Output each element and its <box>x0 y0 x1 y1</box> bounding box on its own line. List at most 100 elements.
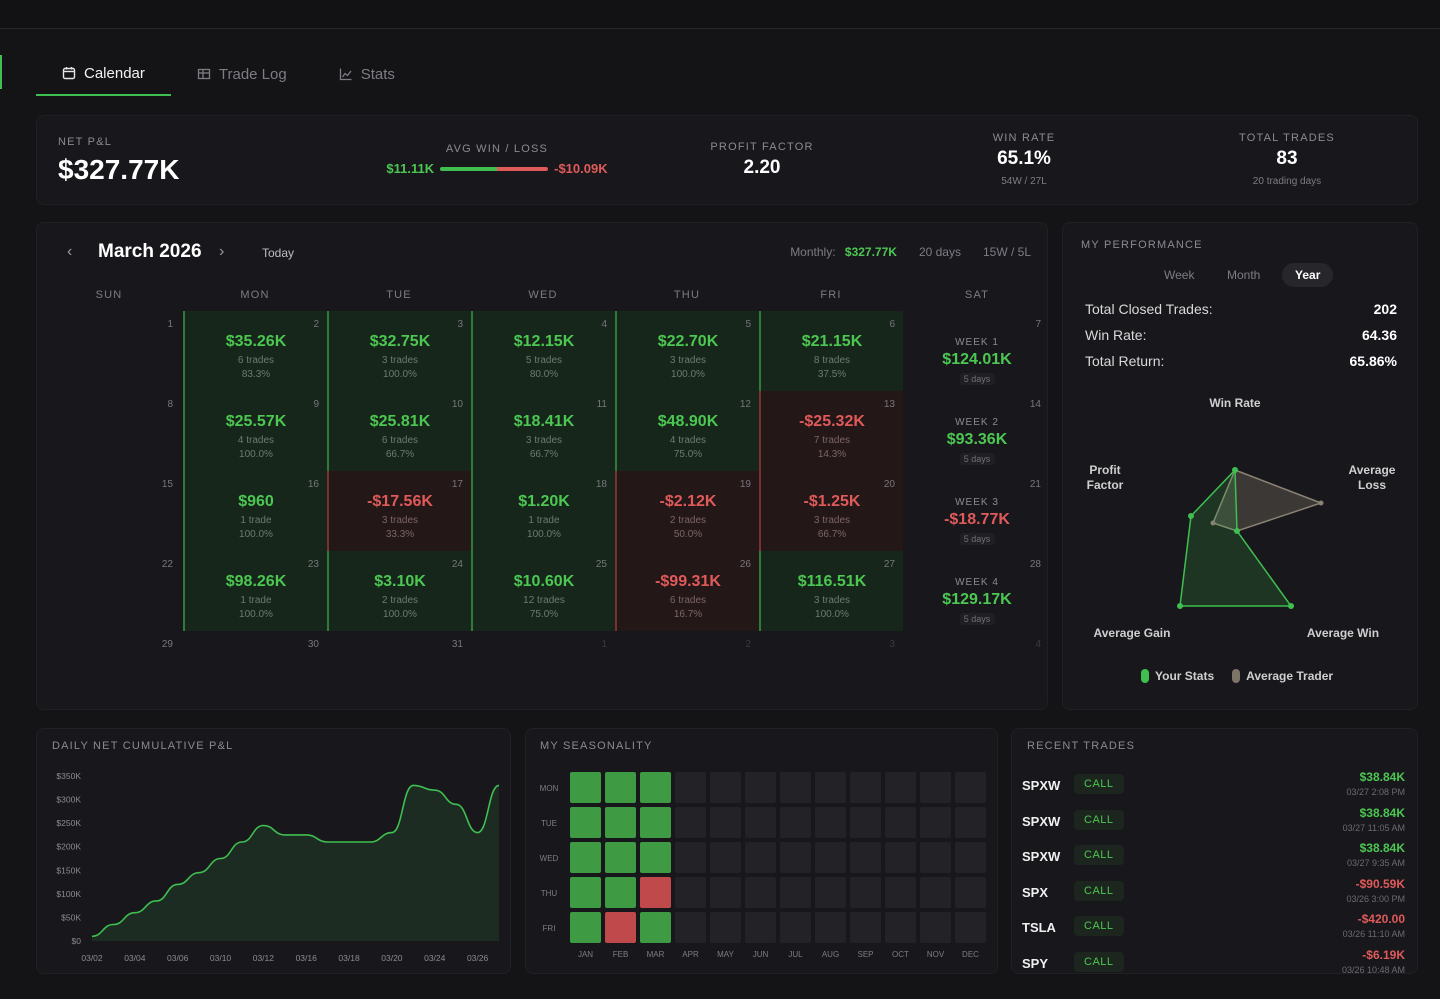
seasonality-cell[interactable] <box>710 877 741 908</box>
seasonality-cell[interactable] <box>780 807 811 838</box>
seasonality-cell[interactable] <box>745 842 776 873</box>
seasonality-cell[interactable] <box>675 772 706 803</box>
calendar-day-cell[interactable]: 10 $25.81K 6 trades 66.7% <box>327 391 471 471</box>
seasonality-cell[interactable] <box>640 842 671 873</box>
calendar-day-cell[interactable]: 29 <box>37 631 181 709</box>
seasonality-cell[interactable] <box>885 912 916 943</box>
seasonality-cell[interactable] <box>745 772 776 803</box>
seasonality-cell[interactable] <box>850 772 881 803</box>
tab-calendar[interactable]: Calendar <box>36 52 171 96</box>
seasonality-cell[interactable] <box>815 912 846 943</box>
seasonality-cell[interactable] <box>745 912 776 943</box>
calendar-day-cell[interactable]: 1 <box>471 631 615 709</box>
calendar-day-cell[interactable]: 24 $3.10K 2 trades 100.0% <box>327 551 471 631</box>
seasonality-cell[interactable] <box>570 877 601 908</box>
week-summary-cell[interactable]: 21 WEEK 3 -$18.77K 5 days <box>905 471 1047 551</box>
seasonality-cell[interactable] <box>675 877 706 908</box>
seasonality-cell[interactable] <box>780 772 811 803</box>
seasonality-cell[interactable] <box>605 842 636 873</box>
seasonality-cell[interactable] <box>605 877 636 908</box>
today-button[interactable]: Today <box>262 246 295 260</box>
seasonality-cell[interactable] <box>815 772 846 803</box>
seasonality-cell[interactable] <box>920 772 951 803</box>
calendar-day-cell[interactable]: 3 <box>759 631 903 709</box>
calendar-day-cell[interactable]: 3 $32.75K 3 trades 100.0% <box>327 311 471 391</box>
calendar-day-cell[interactable]: 22 <box>37 551 181 631</box>
calendar-day-cell[interactable]: 23 $98.26K 1 trade 100.0% <box>183 551 327 631</box>
calendar-day-cell[interactable]: 13 -$25.32K 7 trades 14.3% <box>759 391 903 471</box>
calendar-day-cell[interactable]: 4 <box>905 631 1047 709</box>
seasonality-cell[interactable] <box>605 772 636 803</box>
seasonality-cell[interactable] <box>920 842 951 873</box>
calendar-day-cell[interactable]: 19 -$2.12K 2 trades 50.0% <box>615 471 759 551</box>
seasonality-cell[interactable] <box>885 842 916 873</box>
seasonality-cell[interactable] <box>780 877 811 908</box>
seasonality-cell[interactable] <box>675 842 706 873</box>
seasonality-cell[interactable] <box>850 842 881 873</box>
trade-row[interactable]: SPY CALL -$6.19K 03/26 10:48 AM <box>1022 948 1405 974</box>
segment-week[interactable]: Week <box>1164 268 1195 282</box>
seasonality-cell[interactable] <box>815 807 846 838</box>
trade-row[interactable]: TSLA CALL -$420.00 03/26 11:10 AM <box>1022 912 1405 947</box>
week-summary-cell[interactable]: 7 WEEK 1 $124.01K 5 days <box>905 311 1047 391</box>
calendar-day-cell[interactable]: 2 <box>615 631 759 709</box>
seasonality-cell[interactable] <box>570 772 601 803</box>
calendar-day-cell[interactable]: 20 -$1.25K 3 trades 66.7% <box>759 471 903 551</box>
seasonality-cell[interactable] <box>850 912 881 943</box>
calendar-day-cell[interactable]: 18 $1.20K 1 trade 100.0% <box>471 471 615 551</box>
seasonality-cell[interactable] <box>570 807 601 838</box>
seasonality-cell[interactable] <box>675 807 706 838</box>
seasonality-cell[interactable] <box>570 842 601 873</box>
prev-month-button[interactable]: ‹ <box>67 243 73 260</box>
seasonality-cell[interactable] <box>850 807 881 838</box>
seasonality-cell[interactable] <box>605 807 636 838</box>
calendar-day-cell[interactable]: 25 $10.60K 12 trades 75.0% <box>471 551 615 631</box>
seasonality-cell[interactable] <box>955 772 986 803</box>
seasonality-cell[interactable] <box>780 842 811 873</box>
seasonality-cell[interactable] <box>570 912 601 943</box>
seasonality-cell[interactable] <box>885 807 916 838</box>
calendar-day-cell[interactable]: 11 $18.41K 3 trades 66.7% <box>471 391 615 471</box>
calendar-day-cell[interactable]: 8 <box>37 391 181 471</box>
seasonality-cell[interactable] <box>955 877 986 908</box>
seasonality-cell[interactable] <box>955 912 986 943</box>
trade-row[interactable]: SPXW CALL $38.84K 03/27 9:35 AM <box>1022 841 1405 876</box>
seasonality-cell[interactable] <box>710 807 741 838</box>
calendar-day-cell[interactable]: 27 $116.51K 3 trades 100.0% <box>759 551 903 631</box>
tab-trade-log[interactable]: Trade Log <box>171 52 313 96</box>
seasonality-cell[interactable] <box>920 912 951 943</box>
seasonality-cell[interactable] <box>955 842 986 873</box>
seasonality-cell[interactable] <box>815 877 846 908</box>
seasonality-cell[interactable] <box>920 807 951 838</box>
calendar-day-cell[interactable]: 31 <box>327 631 471 709</box>
next-month-button[interactable]: › <box>219 243 225 260</box>
calendar-day-cell[interactable]: 4 $12.15K 5 trades 80.0% <box>471 311 615 391</box>
seasonality-cell[interactable] <box>640 877 671 908</box>
seasonality-cell[interactable] <box>710 842 741 873</box>
week-summary-cell[interactable]: 14 WEEK 2 $93.36K 5 days <box>905 391 1047 471</box>
tab-stats[interactable]: Stats <box>313 52 421 96</box>
seasonality-cell[interactable] <box>885 877 916 908</box>
trade-row[interactable]: SPXW CALL $38.84K 03/27 11:05 AM <box>1022 806 1405 841</box>
seasonality-cell[interactable] <box>640 912 671 943</box>
week-summary-cell[interactable]: 28 WEEK 4 $129.17K 5 days <box>905 551 1047 631</box>
seasonality-cell[interactable] <box>605 912 636 943</box>
segment-year[interactable]: Year <box>1282 263 1334 287</box>
calendar-day-cell[interactable]: 17 -$17.56K 3 trades 33.3% <box>327 471 471 551</box>
calendar-day-cell[interactable]: 15 <box>37 471 181 551</box>
seasonality-cell[interactable] <box>815 842 846 873</box>
seasonality-cell[interactable] <box>885 772 916 803</box>
seasonality-cell[interactable] <box>955 807 986 838</box>
trade-row[interactable]: SPXW CALL $38.84K 03/27 2:08 PM <box>1022 770 1405 805</box>
seasonality-cell[interactable] <box>640 807 671 838</box>
calendar-day-cell[interactable]: 6 $21.15K 8 trades 37.5% <box>759 311 903 391</box>
seasonality-cell[interactable] <box>920 877 951 908</box>
seasonality-cell[interactable] <box>675 912 706 943</box>
seasonality-cell[interactable] <box>745 807 776 838</box>
segment-month[interactable]: Month <box>1227 268 1261 282</box>
calendar-day-cell[interactable]: 30 <box>183 631 327 709</box>
seasonality-cell[interactable] <box>745 877 776 908</box>
calendar-day-cell[interactable]: 5 $22.70K 3 trades 100.0% <box>615 311 759 391</box>
seasonality-cell[interactable] <box>640 772 671 803</box>
calendar-day-cell[interactable]: 2 $35.26K 6 trades 83.3% <box>183 311 327 391</box>
